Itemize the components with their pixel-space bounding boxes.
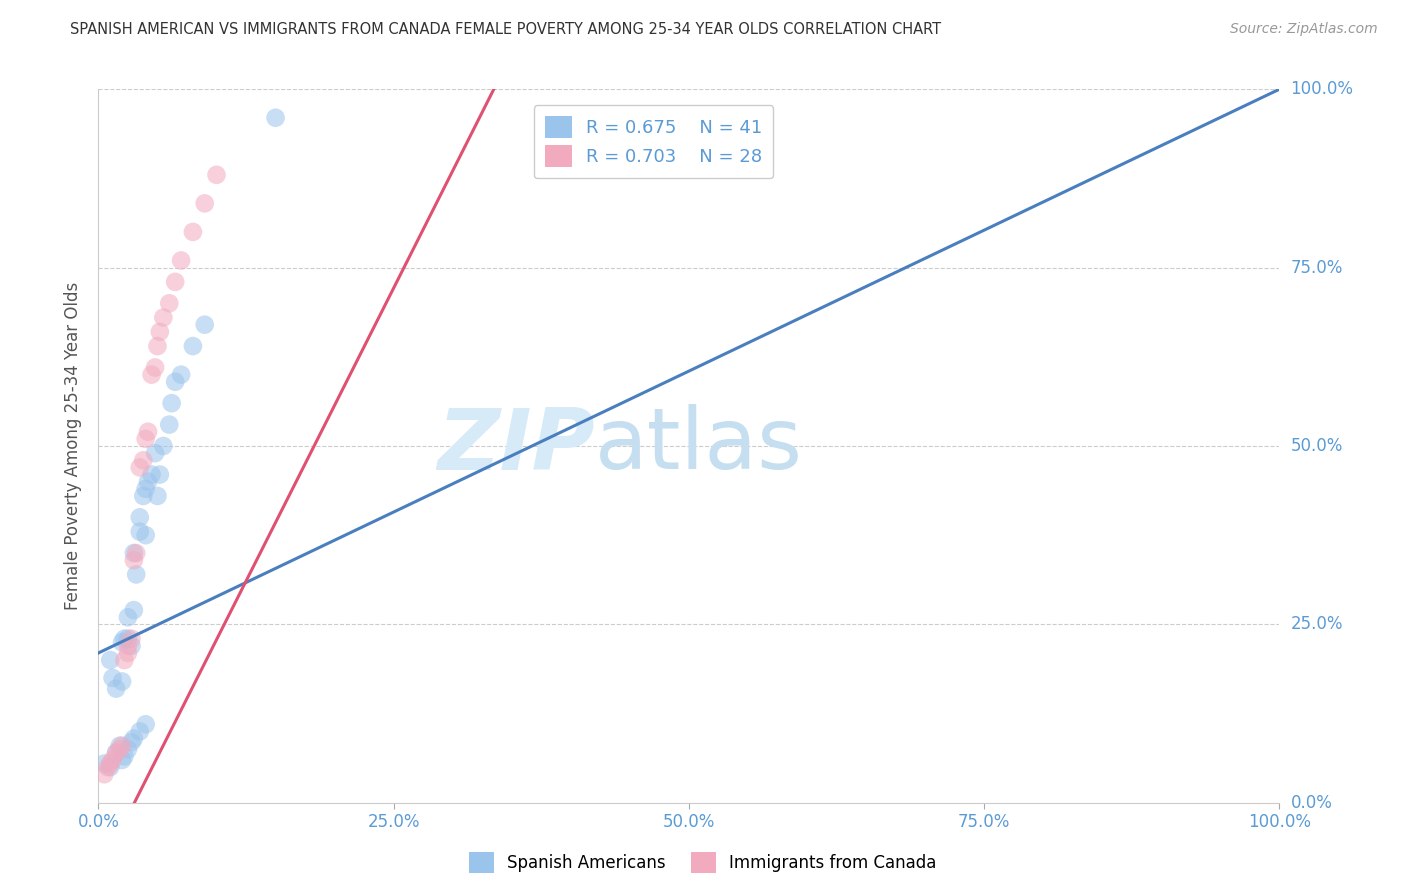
Point <box>152 310 174 325</box>
Point <box>105 746 128 760</box>
Point <box>194 318 217 332</box>
Point <box>165 275 187 289</box>
Point <box>170 368 193 382</box>
Point <box>111 635 134 649</box>
Point <box>160 396 183 410</box>
Point <box>112 749 135 764</box>
Point <box>128 460 150 475</box>
Point <box>264 111 287 125</box>
Point <box>194 196 217 211</box>
Legend: Spanish Americans, Immigrants from Canada: Spanish Americans, Immigrants from Canad… <box>463 846 943 880</box>
Point <box>143 446 166 460</box>
Point <box>135 717 157 731</box>
Point <box>205 168 228 182</box>
Point <box>135 432 157 446</box>
Point <box>98 653 121 667</box>
Text: Source: ZipAtlas.com: Source: ZipAtlas.com <box>1230 22 1378 37</box>
Point <box>122 553 145 567</box>
Point <box>170 253 193 268</box>
Point <box>101 671 124 685</box>
Point <box>111 674 134 689</box>
Point <box>98 756 121 771</box>
Point <box>111 739 134 753</box>
Text: 25.0%: 25.0% <box>1291 615 1343 633</box>
Point <box>105 746 128 760</box>
Y-axis label: Female Poverty Among 25-34 Year Olds: Female Poverty Among 25-34 Year Olds <box>65 282 83 610</box>
Point <box>125 567 148 582</box>
Point <box>149 467 172 482</box>
Text: SPANISH AMERICAN VS IMMIGRANTS FROM CANADA FEMALE POVERTY AMONG 25-34 YEAR OLDS : SPANISH AMERICAN VS IMMIGRANTS FROM CANA… <box>70 22 942 37</box>
Point <box>128 524 150 539</box>
Text: 0.0%: 0.0% <box>1291 794 1333 812</box>
Point <box>136 475 159 489</box>
Legend: R = 0.675    N = 41, R = 0.703    N = 28: R = 0.675 N = 41, R = 0.703 N = 28 <box>534 105 773 178</box>
Text: 50.0%: 50.0% <box>1291 437 1343 455</box>
Point <box>128 724 150 739</box>
Point <box>117 632 139 646</box>
Point <box>152 439 174 453</box>
Point <box>135 528 157 542</box>
Point <box>122 546 145 560</box>
Point <box>112 632 135 646</box>
Point <box>121 639 143 653</box>
Point <box>117 610 139 624</box>
Point <box>181 225 204 239</box>
Point <box>108 742 131 756</box>
Point <box>105 681 128 696</box>
Point <box>111 753 134 767</box>
Point <box>132 489 155 503</box>
Text: 100.0%: 100.0% <box>1291 80 1354 98</box>
Point <box>146 339 169 353</box>
Point <box>117 646 139 660</box>
Point <box>122 603 145 617</box>
Point <box>93 756 115 771</box>
Point <box>97 760 120 774</box>
Point <box>93 767 115 781</box>
Text: atlas: atlas <box>595 404 803 488</box>
Point <box>143 360 166 375</box>
Point <box>122 731 145 746</box>
Point <box>181 339 204 353</box>
Point <box>157 296 180 310</box>
Point <box>101 753 124 767</box>
Point <box>146 489 169 503</box>
Point <box>121 735 143 749</box>
Point <box>125 546 148 560</box>
Point <box>108 739 131 753</box>
Point <box>128 510 150 524</box>
Point <box>157 417 180 432</box>
Point <box>121 632 143 646</box>
Text: ZIP: ZIP <box>437 404 595 488</box>
Point <box>112 653 135 667</box>
Text: 75.0%: 75.0% <box>1291 259 1343 277</box>
Point <box>135 482 157 496</box>
Point <box>141 467 163 482</box>
Point <box>136 425 159 439</box>
Point <box>117 742 139 756</box>
Point <box>117 639 139 653</box>
Point <box>165 375 187 389</box>
Point <box>149 325 172 339</box>
Point <box>132 453 155 467</box>
Point <box>98 760 121 774</box>
Point <box>141 368 163 382</box>
